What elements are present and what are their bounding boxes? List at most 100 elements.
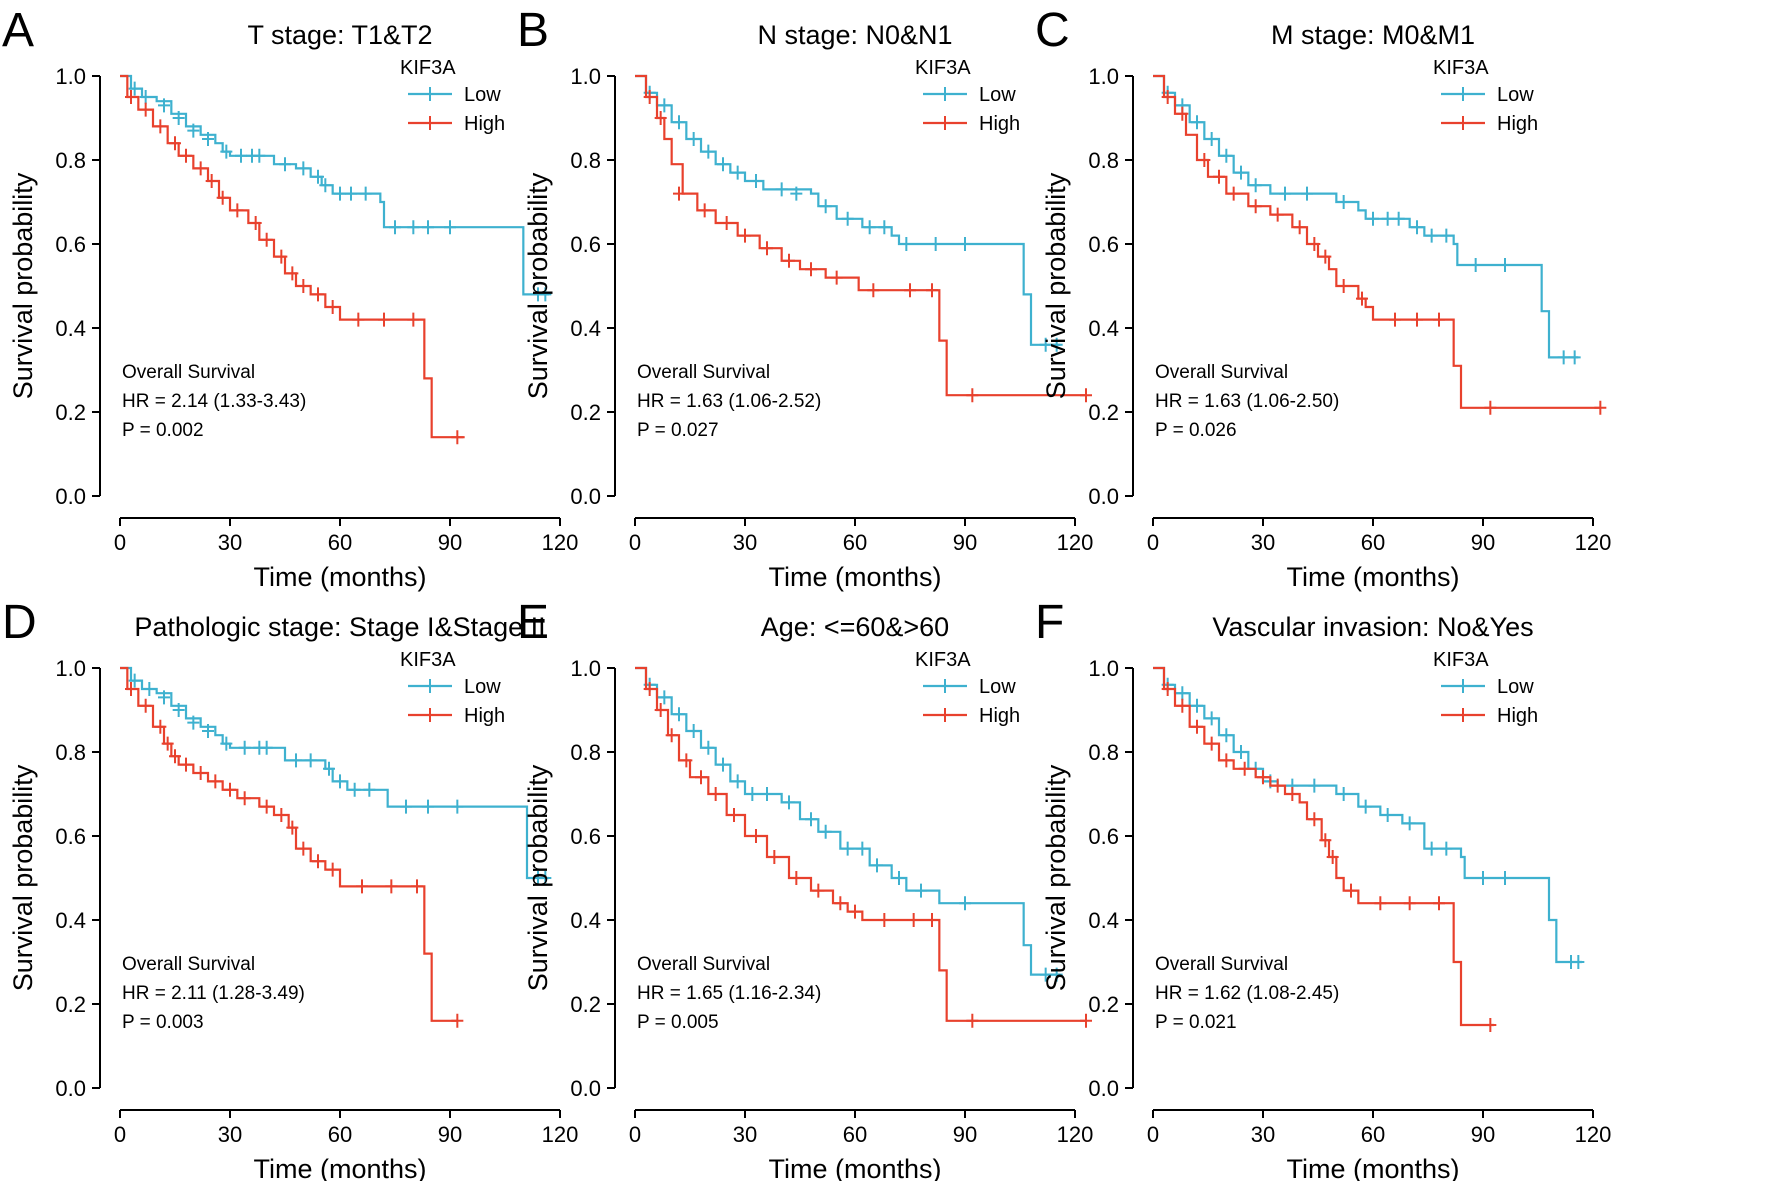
- censor-mark: [1205, 132, 1218, 146]
- censor-mark: [1249, 178, 1262, 193]
- censor-mark: [1205, 736, 1218, 751]
- censor-mark: [286, 266, 299, 281]
- censor-mark: [1411, 220, 1423, 235]
- censor-mark: [929, 237, 942, 251]
- x-tick-label: 60: [1361, 1122, 1385, 1147]
- x-tick-label: 120: [542, 530, 579, 555]
- x-tick-label: 60: [328, 530, 352, 555]
- censor-mark: [1319, 833, 1332, 848]
- censor-mark: [709, 787, 722, 801]
- panel-title: Vascular invasion: No&Yes: [1212, 612, 1533, 642]
- legend-title: KIF3A: [915, 649, 971, 671]
- censor-mark: [849, 904, 861, 919]
- censor-mark: [1238, 761, 1251, 776]
- legend: KIF3A Low High: [400, 57, 505, 135]
- x-tick-label: 90: [953, 1122, 977, 1147]
- censor-mark: [695, 770, 707, 785]
- censor-mark: [1161, 90, 1174, 104]
- km-curve-high: [635, 666, 1092, 1028]
- censor-mark: [297, 161, 310, 176]
- censor-mark: [1235, 165, 1247, 180]
- y-tick-label: 1.0: [570, 656, 601, 681]
- y-tick-label: 0.0: [570, 1076, 601, 1101]
- stats-annotation: Overall Survival HR = 2.14 (1.33-3.43) P =…: [122, 362, 306, 441]
- x-tick-label: 90: [438, 1122, 462, 1147]
- censor-mark: [1271, 778, 1284, 793]
- censor-mark: [1484, 1018, 1497, 1032]
- y-tick-label: 0.2: [1088, 992, 1119, 1017]
- stats-line: P = 0.005: [637, 1012, 719, 1033]
- panel-letter: A: [2, 4, 34, 57]
- y-tick-label: 0.0: [1088, 484, 1119, 509]
- censor-mark: [761, 241, 773, 256]
- censor-mark: [790, 871, 803, 885]
- censor-mark: [1080, 1013, 1092, 1028]
- censor-mark: [451, 430, 464, 445]
- stats-line: HR = 1.63 (1.06-2.50): [1155, 391, 1339, 412]
- stats-line: Overall Survival: [122, 954, 255, 975]
- stats-line: Overall Survival: [1155, 362, 1288, 383]
- survival-step-line: [1153, 74, 1601, 409]
- legend-label-high: High: [464, 113, 505, 135]
- censor-mark: [761, 787, 773, 801]
- stats-line: HR = 2.11 (1.28-3.49): [122, 983, 305, 1004]
- x-tick-label: 60: [1361, 530, 1385, 555]
- survival-step-line: [120, 74, 465, 439]
- censor-mark: [125, 90, 137, 104]
- censor-mark: [128, 81, 141, 96]
- y-tick-label: 1.0: [55, 656, 86, 681]
- censor-mark: [187, 715, 200, 730]
- censor-mark: [1411, 312, 1423, 327]
- censor-mark: [194, 766, 207, 780]
- y-tick-label: 0.6: [1088, 824, 1119, 849]
- survival-step-line: [635, 74, 1061, 346]
- y-tick-label: 1.0: [1088, 64, 1119, 89]
- censor-mark: [169, 749, 181, 764]
- y-tick-label: 1.0: [570, 64, 601, 89]
- censor-mark: [326, 300, 339, 314]
- y-tick-label: 0.8: [570, 740, 601, 765]
- censor-mark: [1440, 841, 1453, 856]
- y-axis-title: Survival probability: [523, 764, 553, 991]
- legend: KIF3A Low High: [915, 649, 1020, 727]
- censor-mark: [1301, 186, 1313, 201]
- km-curve-high: [1153, 666, 1497, 1032]
- censor-mark: [1039, 337, 1052, 352]
- censor-mark: [1403, 816, 1416, 831]
- km-curve-low: [120, 666, 552, 885]
- censor-mark: [158, 98, 170, 113]
- censor-mark: [238, 791, 251, 806]
- censor-mark: [863, 220, 876, 235]
- censor-mark: [1389, 312, 1401, 327]
- censor-mark: [1568, 350, 1581, 365]
- censor-mark: [363, 782, 376, 797]
- censor-mark: [260, 232, 273, 247]
- x-tick-label: 90: [1471, 1122, 1495, 1147]
- censor-mark: [1499, 258, 1511, 272]
- censor-mark: [238, 740, 251, 755]
- legend: KIF3A Low High: [915, 57, 1020, 135]
- km-panel-f: F Vascular invasion: No&Yes 0.0 0.2 0.4 0.6 0.…: [1035, 596, 1611, 1181]
- x-tick-label: 90: [1471, 530, 1495, 555]
- x-tick-label: 60: [843, 530, 867, 555]
- censor-mark: [411, 879, 423, 894]
- censor-mark: [658, 690, 671, 705]
- km-curve-low: [635, 666, 1063, 982]
- censor-mark: [731, 165, 744, 180]
- censor-mark: [1050, 967, 1063, 982]
- legend-label-high: High: [464, 705, 505, 727]
- y-tick-label: 0.0: [55, 1076, 86, 1101]
- x-tick-label: 60: [843, 1122, 867, 1147]
- legend-label-high: High: [979, 705, 1020, 727]
- censor-mark: [893, 871, 905, 885]
- y-tick-label: 0.8: [1088, 740, 1119, 765]
- censor-mark: [209, 774, 222, 789]
- censor-mark: [1433, 312, 1445, 327]
- censor-mark: [720, 216, 733, 230]
- y-axis-title: Survival probability: [1041, 764, 1071, 991]
- censor-mark: [867, 283, 880, 298]
- censor-mark: [830, 270, 843, 285]
- censor-mark: [345, 186, 357, 201]
- survival-step-line: [120, 666, 549, 880]
- censor-mark: [1403, 896, 1416, 911]
